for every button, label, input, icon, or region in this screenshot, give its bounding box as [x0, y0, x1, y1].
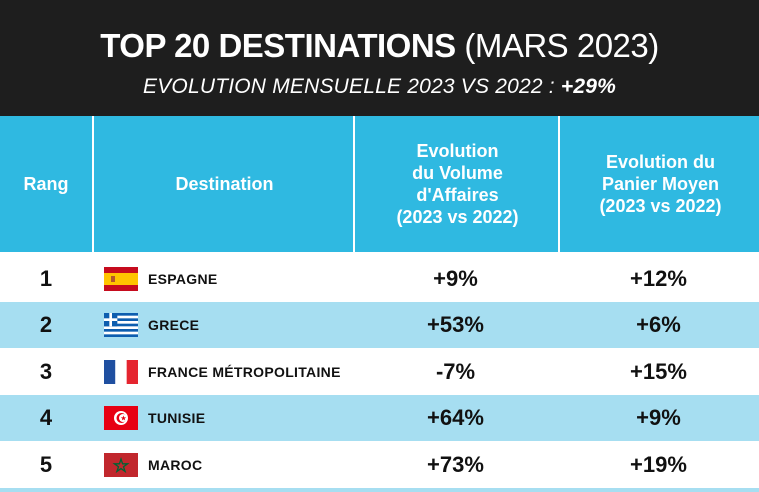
greece-flag-icon	[104, 313, 138, 337]
table-row: 4 TUNISIE +64% +9%	[0, 395, 759, 441]
page-subtitle: EVOLUTION MENSUELLE 2023 VS 2022 : +29%	[0, 74, 759, 100]
table-row: 3 FRANCE MÉTROPOLITAINE -7% +15%	[0, 349, 759, 395]
destination-cell: FRANCE MÉTROPOLITAINE	[104, 349, 353, 395]
destination-cell: GRECE	[104, 302, 353, 348]
column-header-volume-line: (2023 vs 2022)	[396, 207, 519, 227]
basket-cell: +6%	[636, 312, 681, 337]
basket-cell: +12%	[630, 266, 687, 291]
column-header-destination: Destination	[92, 116, 355, 252]
rank-cell: 5	[39, 452, 53, 477]
column-header-basket-line: (2023 vs 2022)	[599, 196, 722, 216]
table-row: 5 MAROC +73% +19%	[0, 442, 759, 488]
volume-cell: +64%	[427, 405, 484, 430]
title-period: (MARS 2023)	[464, 27, 659, 64]
rank-cell: 2	[39, 312, 53, 337]
morocco-flag-icon	[104, 453, 138, 477]
table-row: 1 ESPAGNE +9% +12%	[0, 256, 759, 302]
table-header: Rang Destination Evolution du Volume d'A…	[0, 116, 759, 252]
volume-cell: +53%	[427, 312, 484, 337]
column-header-destination-label: Destination	[175, 174, 274, 194]
table-row: 2 GRECE +53% +6%	[0, 302, 759, 348]
page-header: TOP 20 DESTINATIONS (MARS 2023) EVOLUTIO…	[0, 0, 759, 116]
column-header-rank: Rang	[0, 116, 92, 252]
destination-name: FRANCE MÉTROPOLITAINE	[148, 364, 341, 380]
column-header-volume-line: du Volume	[412, 163, 503, 183]
destination-name: ESPAGNE	[148, 271, 218, 287]
basket-cell: +9%	[636, 405, 681, 430]
column-header-volume-line: d'Affaires	[416, 185, 499, 205]
rank-cell: 3	[39, 359, 53, 384]
volume-cell: +9%	[433, 266, 478, 291]
spain-flag-icon	[104, 267, 138, 291]
destination-cell: MAROC	[104, 442, 353, 488]
destination-name: MAROC	[148, 457, 203, 473]
rank-cell: 4	[39, 405, 53, 430]
column-header-basket-line: Panier Moyen	[601, 174, 720, 194]
destination-name: TUNISIE	[148, 410, 206, 426]
column-header-rank-label: Rang	[23, 174, 69, 194]
destination-cell: ESPAGNE	[104, 256, 353, 302]
france-flag-icon	[104, 360, 138, 384]
basket-cell: +19%	[630, 452, 687, 477]
subtitle-text: EVOLUTION MENSUELLE 2023 VS 2022 :	[143, 75, 555, 98]
column-header-basket: Evolution du Panier Moyen (2023 vs 2022)	[558, 116, 759, 252]
destination-cell: TUNISIE	[104, 395, 353, 441]
column-header-basket-line: Evolution du	[606, 152, 715, 172]
volume-cell: +73%	[427, 452, 484, 477]
rank-cell: 1	[39, 266, 53, 291]
destination-name: GRECE	[148, 317, 200, 333]
subtitle-value: +29%	[560, 75, 616, 98]
column-header-volume-line: Evolution	[416, 141, 499, 161]
volume-cell: -7%	[435, 359, 476, 384]
page-title: TOP 20 DESTINATIONS (MARS 2023)	[0, 26, 759, 66]
next-row-edge	[0, 488, 759, 492]
column-header-volume: Evolution du Volume d'Affaires (2023 vs …	[353, 116, 560, 252]
title-main: TOP 20 DESTINATIONS	[100, 27, 456, 64]
basket-cell: +15%	[630, 359, 687, 384]
tunisia-flag-icon	[104, 406, 138, 430]
